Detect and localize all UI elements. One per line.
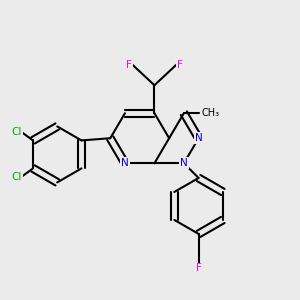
Text: F: F — [196, 263, 202, 273]
Text: F: F — [127, 60, 132, 70]
Text: F: F — [176, 60, 182, 70]
Text: N: N — [195, 133, 203, 143]
Text: Cl: Cl — [11, 172, 22, 182]
Text: CH₃: CH₃ — [202, 108, 220, 118]
Text: N: N — [180, 158, 188, 168]
Text: Cl: Cl — [11, 127, 22, 137]
Text: N: N — [121, 158, 129, 168]
